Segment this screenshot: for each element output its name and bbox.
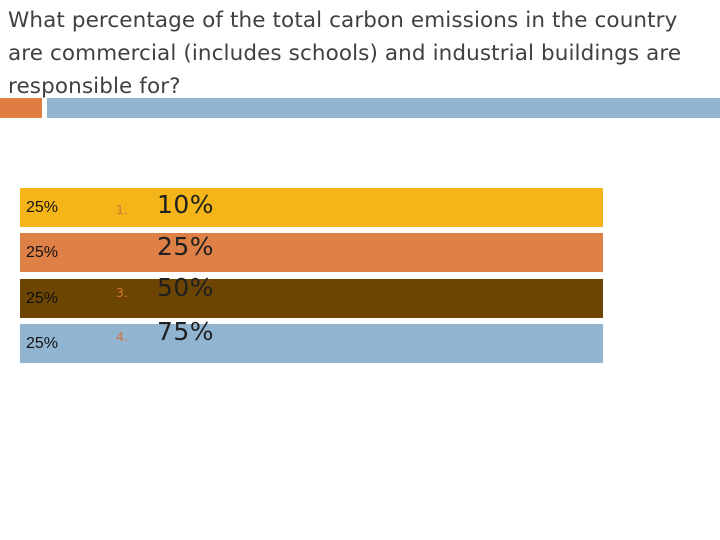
option-number: 1. xyxy=(116,202,128,217)
answer-option[interactable]: 1. 10% xyxy=(0,188,720,234)
response-percent: 25% xyxy=(26,289,59,307)
accent-bar-orange xyxy=(0,98,42,118)
option-number: 4. xyxy=(116,329,128,344)
option-value: 75% xyxy=(157,317,215,346)
response-bar: 25% xyxy=(20,188,603,227)
response-bar: 25% xyxy=(20,279,603,318)
response-percent: 25% xyxy=(26,334,59,352)
accent-bar-blue xyxy=(47,98,720,118)
response-bar: 25% xyxy=(20,324,603,363)
answer-option[interactable]: 3. 50% xyxy=(0,273,720,322)
response-bar: 25% xyxy=(20,233,603,272)
option-value: 25% xyxy=(157,232,215,261)
answer-option[interactable]: 4. 75% xyxy=(0,317,720,365)
response-percent: 25% xyxy=(26,198,59,216)
answer-options: 1. 10% 25% 3. 50% 4. 75% xyxy=(0,188,720,358)
response-percent: 25% xyxy=(26,243,59,261)
option-number: 3. xyxy=(116,285,128,300)
question-title: What percentage of the total carbon emis… xyxy=(8,8,682,99)
answer-option[interactable]: 25% xyxy=(0,230,720,276)
option-value: 10% xyxy=(157,190,215,219)
option-value: 50% xyxy=(157,273,215,302)
